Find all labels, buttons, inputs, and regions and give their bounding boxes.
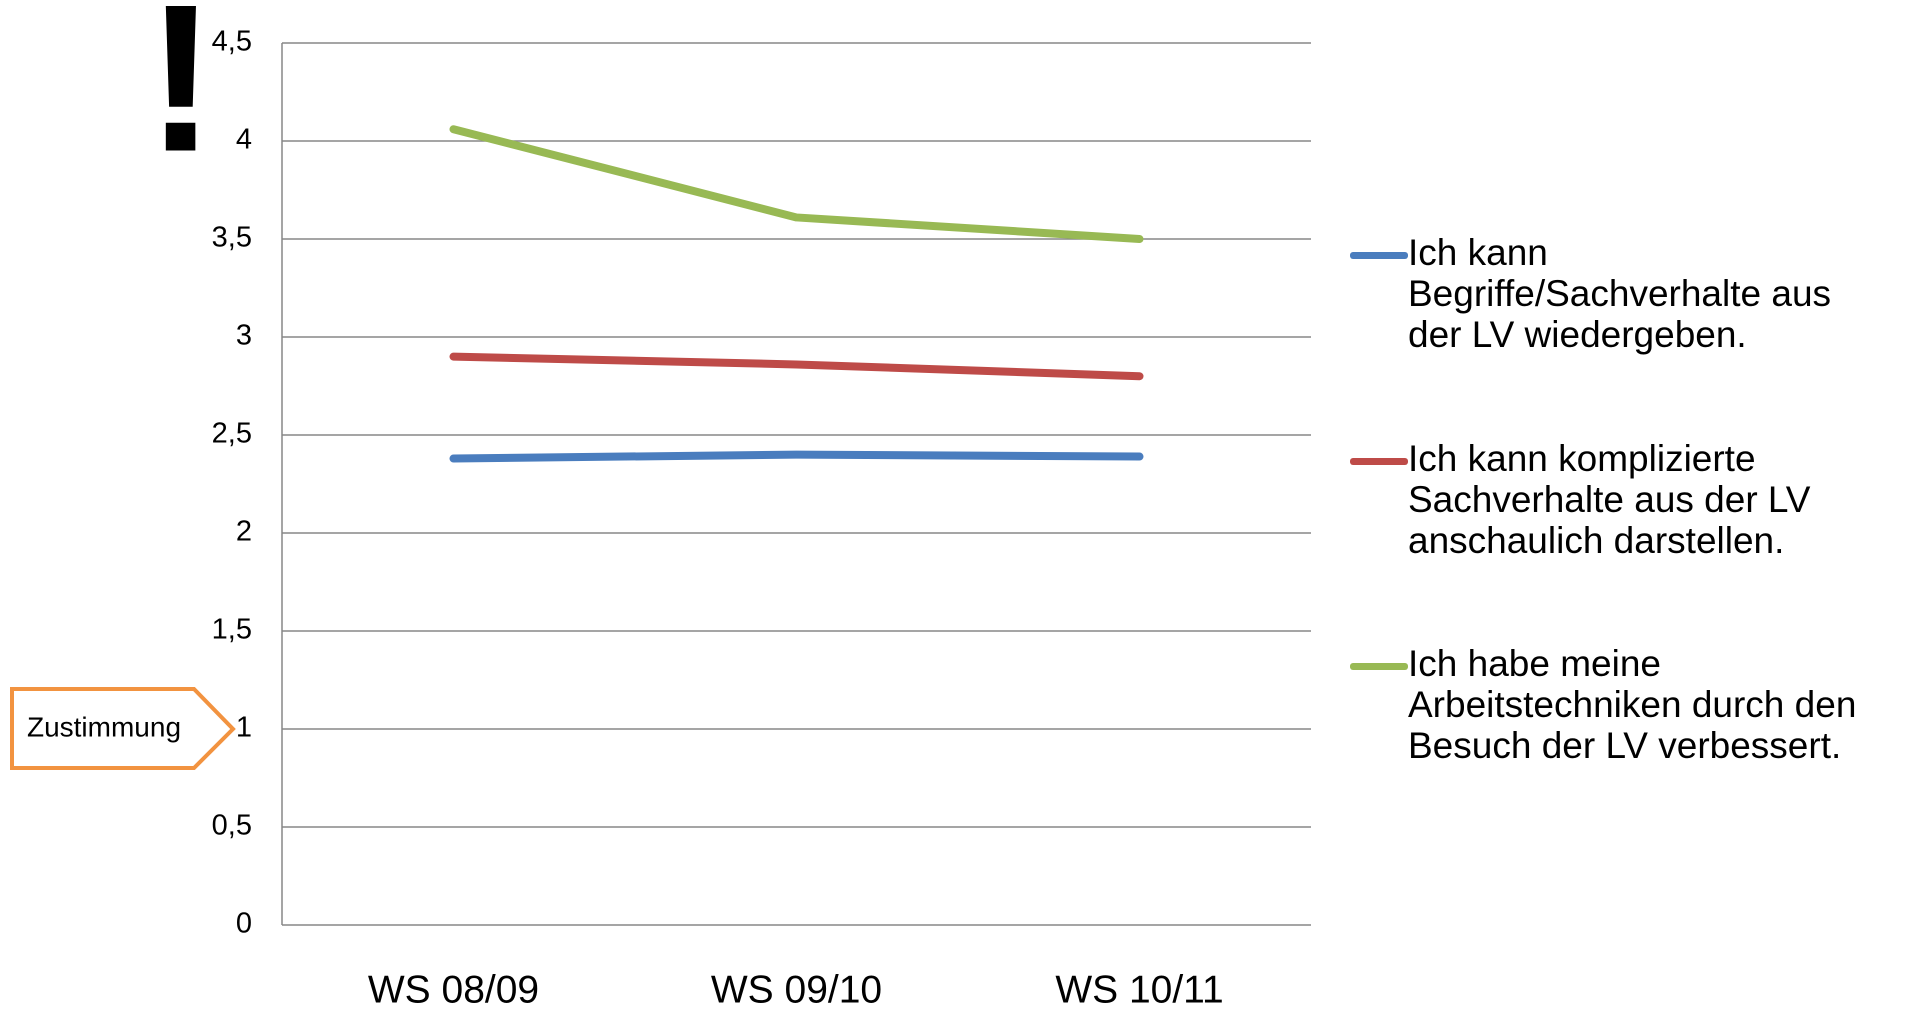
legend-entry: Ich kann Begriffe/Sachverhalte aus der L… xyxy=(1350,232,1910,355)
legend-swatch xyxy=(1350,252,1408,259)
legend-label: Ich habe meine Arbeitstechniken durch de… xyxy=(1408,643,1857,766)
series-line xyxy=(449,125,1144,243)
x-tick-label: WS 09/10 xyxy=(711,968,882,1011)
y-tick-label: 0 xyxy=(236,908,252,940)
x-tick-label: WS 10/11 xyxy=(1055,968,1223,1011)
legend-entry: Ich habe meine Arbeitstechniken durch de… xyxy=(1350,643,1910,766)
legend-swatch xyxy=(1350,663,1408,670)
y-tick-label: 4 xyxy=(236,124,252,156)
callout xyxy=(10,687,236,770)
x-tick-label: WS 08/09 xyxy=(368,968,539,1011)
legend-label: Ich kann Begriffe/Sachverhalte aus der L… xyxy=(1408,232,1832,355)
y-tick-label: 3,5 xyxy=(212,222,252,254)
y-tick-label: 2,5 xyxy=(212,418,252,450)
y-tick-label: 2 xyxy=(236,516,252,548)
series-line xyxy=(449,450,1144,463)
y-tick-label: 1,5 xyxy=(212,614,252,646)
legend-swatch xyxy=(1350,458,1408,465)
y-tick-label: 3 xyxy=(236,320,252,352)
annotation: ! xyxy=(146,0,216,195)
y-tick-label: 1 xyxy=(236,712,252,744)
y-axis-label: Zustimmung xyxy=(27,711,181,742)
series-line xyxy=(449,352,1144,381)
legend-label: Ich kann komplizierte Sachverhalte aus d… xyxy=(1408,438,1811,561)
legend-entry: Ich kann komplizierte Sachverhalte aus d… xyxy=(1350,438,1910,561)
y-tick-label: 0,5 xyxy=(212,810,252,842)
y-tick-label: 4,5 xyxy=(212,26,252,58)
